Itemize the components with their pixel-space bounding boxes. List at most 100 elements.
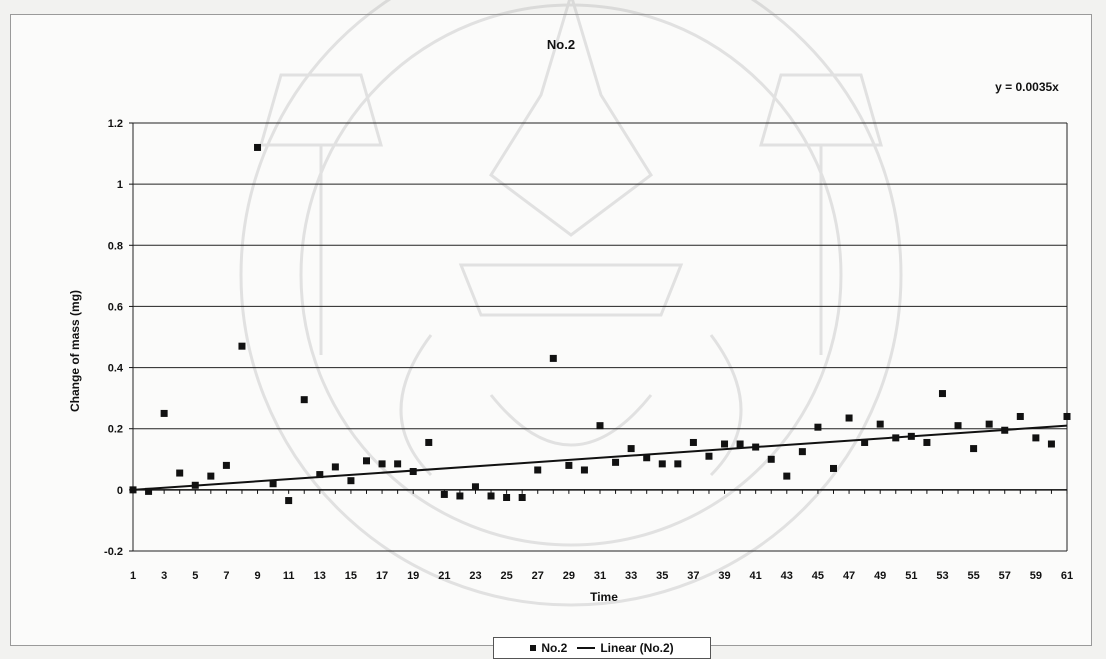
data-point xyxy=(1032,434,1040,442)
x-tick-label: 5 xyxy=(192,570,198,582)
x-axis-label: Time xyxy=(590,590,618,604)
legend-item-linear: Linear (No.2) xyxy=(577,641,674,655)
data-point xyxy=(814,423,822,431)
data-point xyxy=(861,438,869,446)
data-point xyxy=(970,445,978,453)
x-tick-label: 11 xyxy=(283,570,295,582)
data-point xyxy=(876,420,884,428)
data-point xyxy=(1063,412,1071,420)
data-point xyxy=(129,486,137,494)
x-tick-label: 9 xyxy=(254,570,260,582)
y-tick-label: 0.4 xyxy=(108,363,124,375)
data-point xyxy=(643,454,651,462)
square-marker-icon xyxy=(530,645,537,651)
x-tick-label: 59 xyxy=(1030,570,1042,582)
data-point xyxy=(347,477,355,485)
data-point xyxy=(845,414,853,422)
data-point xyxy=(503,494,511,501)
data-point xyxy=(830,464,837,472)
x-tick-label: 13 xyxy=(314,570,326,582)
y-tick-label: 0.2 xyxy=(108,424,123,436)
data-point xyxy=(487,492,495,500)
legend-item-series: No.2 xyxy=(530,641,567,655)
y-axis-label: Change of mass (mg) xyxy=(68,290,82,412)
data-point xyxy=(440,490,448,498)
x-tick-label: 15 xyxy=(345,570,357,582)
chart-title: No.2 xyxy=(547,37,575,52)
x-tick-label: 17 xyxy=(376,570,388,582)
trendline xyxy=(132,424,1068,491)
x-tick-label: 47 xyxy=(843,570,855,582)
data-point xyxy=(222,461,230,469)
x-tick-label: 51 xyxy=(905,570,917,582)
y-tick-labels: -0.2 0 0.2 0.4 0.6 0.8 1 1.2 xyxy=(104,118,133,558)
x-tick-label: 37 xyxy=(687,570,699,582)
data-point xyxy=(269,480,277,488)
chart-frame: No.2 y = 0.0035x Change of mass (mg) Tim… xyxy=(10,0,1092,659)
data-point xyxy=(798,448,806,456)
x-tick-label: 57 xyxy=(999,570,1011,582)
data-point xyxy=(907,432,915,440)
legend-label-series: No.2 xyxy=(541,641,568,655)
x-tick-label: 31 xyxy=(594,570,606,582)
data-point xyxy=(580,466,588,474)
data-point xyxy=(705,452,713,460)
data-point xyxy=(752,443,760,451)
data-point xyxy=(985,420,993,428)
data-point xyxy=(1016,412,1024,420)
x-tick-label: 49 xyxy=(874,570,886,582)
x-tick-label: 7 xyxy=(223,570,229,582)
legend-label-linear: Linear (No.2) xyxy=(600,641,674,655)
x-tick-labels: 1 3 5 7 9 11 13 15 17 19 21 23 25 27 29 31 33 35 37 39 41 43 4… xyxy=(130,489,1073,582)
x-tick-label: 39 xyxy=(718,570,730,582)
x-tick-label: 1 xyxy=(130,570,136,582)
data-point xyxy=(456,492,464,500)
x-tick-label: 41 xyxy=(750,570,762,582)
x-tick-label: 35 xyxy=(656,570,668,582)
chart-canvas: No.2 y = 0.0035x Change of mass (mg) Tim… xyxy=(68,37,1073,604)
line-marker-icon xyxy=(577,647,596,649)
x-tick-label: 29 xyxy=(563,570,575,582)
y-tick-label: 0.6 xyxy=(108,301,123,313)
y-tick-label: 0.8 xyxy=(108,240,123,252)
data-point xyxy=(191,481,199,489)
data-point xyxy=(409,468,417,476)
data-point xyxy=(938,390,946,398)
x-tick-label: 19 xyxy=(407,570,419,582)
x-tick-label: 27 xyxy=(532,570,544,582)
data-point xyxy=(923,438,931,446)
data-point xyxy=(316,471,324,479)
data-point xyxy=(721,440,729,448)
data-point xyxy=(176,469,184,477)
x-tick-label: 55 xyxy=(967,570,979,582)
data-point xyxy=(331,463,339,471)
data-point xyxy=(892,434,900,442)
trendline-layer xyxy=(132,424,1068,491)
data-point xyxy=(254,143,262,151)
data-point xyxy=(783,472,791,480)
x-tick-label: 33 xyxy=(625,570,637,582)
x-tick-label: 45 xyxy=(812,570,824,582)
data-point xyxy=(627,445,635,453)
x-tick-label: 3 xyxy=(161,570,167,582)
y-tick-label: 0 xyxy=(117,485,123,497)
data-point xyxy=(674,460,682,468)
data-point xyxy=(378,460,386,468)
data-point xyxy=(285,497,293,505)
data-point xyxy=(471,483,479,491)
data-point xyxy=(363,457,370,465)
data-point xyxy=(658,460,666,468)
data-point xyxy=(238,342,246,350)
legend: No.2 Linear (No.2) xyxy=(493,637,711,659)
data-point xyxy=(549,354,557,362)
data-point xyxy=(767,455,775,463)
data-point xyxy=(300,396,308,404)
y-tick-label: 1 xyxy=(117,179,123,191)
data-point xyxy=(518,494,526,501)
x-tick-label: 21 xyxy=(438,570,450,582)
data-point xyxy=(565,461,573,469)
data-point xyxy=(1047,440,1055,448)
y-tick-label: -0.2 xyxy=(104,546,123,558)
data-point xyxy=(207,472,215,480)
data-point xyxy=(1001,426,1009,434)
